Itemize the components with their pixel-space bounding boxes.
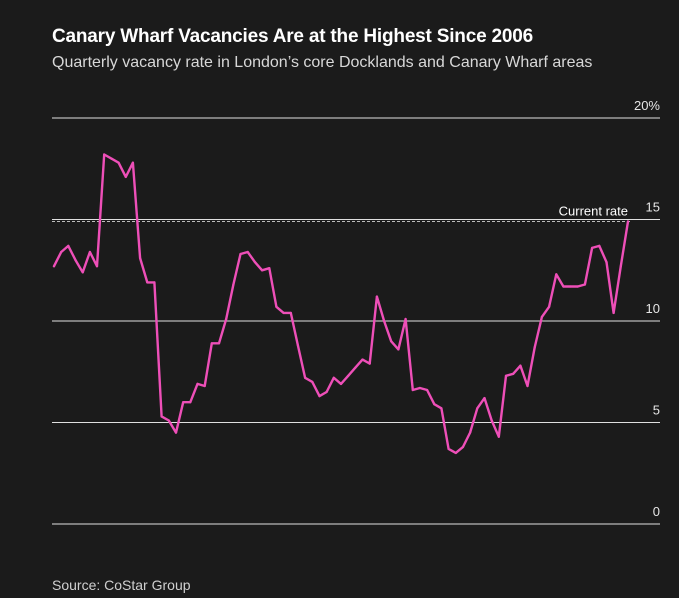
- data-point: [526, 384, 529, 388]
- data-point: [555, 273, 558, 276]
- data-point: [591, 246, 594, 249]
- current-rate-label: Current rate: [559, 204, 628, 219]
- data-point: [390, 340, 393, 343]
- data-point: [512, 372, 515, 375]
- data-point: [476, 407, 479, 410]
- data-point: [583, 283, 587, 286]
- data-point: [167, 419, 170, 422]
- data-point: [426, 388, 429, 392]
- chart-title: Canary Wharf Vacancies Are at the Highes…: [52, 26, 533, 47]
- data-point: [354, 366, 357, 369]
- data-point: [196, 382, 199, 385]
- y-tick-label-5: 5: [653, 403, 660, 418]
- data-point: [81, 271, 84, 274]
- data-point: [347, 374, 350, 377]
- data-point: [52, 265, 56, 268]
- data-point: [548, 305, 551, 308]
- data-point: [433, 403, 436, 406]
- data-point: [598, 244, 601, 247]
- series-line-0: [52, 153, 630, 455]
- source-note: Source: CoStar Group: [52, 577, 191, 593]
- current-rate-annotation: Current rate: [52, 204, 630, 223]
- data-point: [540, 315, 544, 318]
- data-point: [74, 259, 77, 262]
- chart-subtitle: Quarterly vacancy rate in London’s core …: [52, 54, 593, 71]
- series-group: [52, 153, 630, 455]
- data-point: [225, 317, 228, 321]
- data-point: [612, 311, 615, 314]
- data-point: [454, 451, 457, 454]
- data-point: [383, 319, 386, 323]
- data-point: [261, 269, 264, 272]
- data-point: [483, 397, 486, 400]
- data-point: [296, 344, 299, 347]
- data-point: [490, 419, 493, 422]
- data-point: [562, 285, 565, 288]
- data-point: [189, 401, 192, 404]
- data-point: [232, 283, 235, 286]
- data-point: [519, 364, 522, 367]
- y-tick-labels: 0 5 10 15 20%: [634, 98, 660, 519]
- data-point: [268, 267, 271, 270]
- data-point: [461, 445, 465, 448]
- data-point: [440, 407, 443, 410]
- data-point: [418, 386, 421, 390]
- data-point: [131, 161, 134, 164]
- data-point: [139, 257, 142, 260]
- data-point: [497, 435, 500, 438]
- data-point: [626, 220, 630, 223]
- y-tick-label-10: 10: [646, 301, 660, 316]
- data-point: [146, 281, 149, 284]
- data-point: [275, 305, 278, 308]
- data-point: [289, 311, 292, 314]
- data-point: [411, 388, 414, 392]
- data-point: [569, 285, 572, 288]
- data-point: [304, 376, 307, 379]
- y-tick-label-15: 15: [646, 200, 660, 215]
- data-point: [153, 281, 156, 284]
- data-point: [318, 395, 321, 398]
- data-point: [619, 265, 622, 268]
- data-point: [404, 317, 407, 321]
- data-point: [210, 342, 213, 345]
- data-point: [88, 250, 91, 254]
- data-point: [361, 358, 364, 361]
- data-point: [282, 311, 285, 314]
- data-point: [124, 175, 127, 178]
- data-point: [576, 285, 579, 288]
- data-point: [253, 261, 256, 264]
- data-point: [469, 431, 472, 434]
- data-point: [605, 261, 608, 264]
- data-point: [239, 252, 242, 256]
- data-point: [375, 295, 378, 298]
- data-point: [447, 447, 450, 450]
- data-point: [397, 348, 400, 351]
- data-point: [117, 161, 120, 164]
- data-point: [339, 382, 343, 385]
- data-point: [174, 431, 178, 434]
- data-point: [182, 401, 185, 404]
- data-point: [217, 342, 221, 345]
- y-tick-label-20: 20%: [634, 98, 660, 113]
- data-point: [332, 376, 335, 379]
- data-point: [103, 153, 106, 156]
- data-point: [67, 244, 70, 247]
- data-point: [325, 390, 328, 394]
- y-tick-label-0: 0: [653, 504, 660, 519]
- data-point: [246, 250, 249, 254]
- data-point: [504, 374, 508, 377]
- data-point: [60, 250, 63, 254]
- data-point: [368, 362, 371, 365]
- data-point: [95, 265, 99, 268]
- gridlines: [52, 117, 660, 525]
- data-point: [203, 384, 206, 388]
- data-point: [160, 415, 163, 418]
- data-point: [110, 157, 113, 160]
- data-point: [533, 346, 536, 349]
- data-point: [311, 380, 314, 383]
